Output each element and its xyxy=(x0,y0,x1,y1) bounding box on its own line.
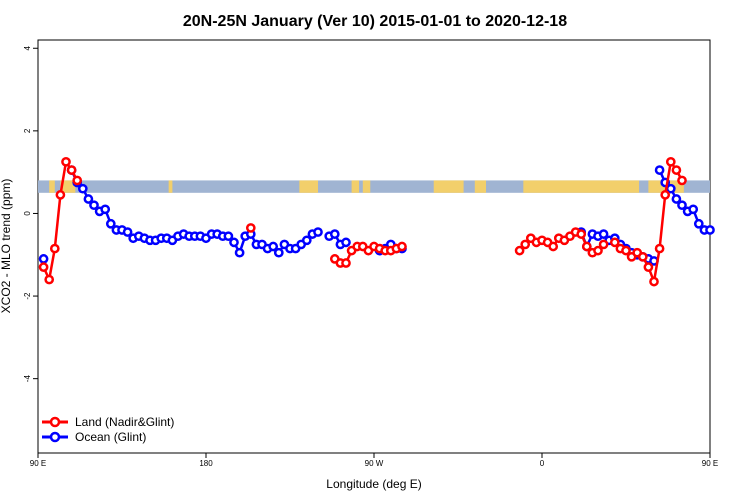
data-point xyxy=(89,200,99,211)
land-patch-5 xyxy=(362,180,371,193)
land-patch-7 xyxy=(474,180,486,193)
data-point xyxy=(665,156,676,167)
x-axis-ticks: 90 E 180 90 W 0 90 E xyxy=(30,453,718,468)
data-point xyxy=(688,204,699,215)
data-point xyxy=(514,245,525,256)
land-patch-8 xyxy=(523,180,640,193)
data-point xyxy=(660,190,671,200)
data-point xyxy=(268,241,279,252)
x-axis-label: Longitude (deg E) xyxy=(326,477,421,491)
data-point xyxy=(245,223,256,233)
x-tick-label: 90 E xyxy=(702,459,718,468)
legend-entry-ocean: Ocean (Glint) xyxy=(42,430,146,444)
legend: Land (Nadir&Glint) Ocean (Glint) xyxy=(42,415,174,444)
land-patch-0 xyxy=(49,180,55,193)
data-point xyxy=(83,194,94,204)
data-point xyxy=(643,262,654,272)
series-layer xyxy=(38,156,715,287)
series-land xyxy=(38,156,687,287)
land-patch-2 xyxy=(168,180,173,193)
data-point xyxy=(397,241,407,252)
data-point xyxy=(66,165,77,175)
land-patch-4 xyxy=(351,180,360,193)
data-point xyxy=(677,200,687,211)
data-point xyxy=(223,231,234,242)
data-point xyxy=(654,165,665,175)
legend-ocean-marker xyxy=(49,431,61,443)
data-point xyxy=(100,204,111,215)
x-tick-label: 90 W xyxy=(365,459,384,468)
data-point xyxy=(329,229,340,239)
data-point xyxy=(38,254,49,264)
data-point xyxy=(593,245,603,256)
y-axis-label: XCO2 - MLO trend (ppm) xyxy=(0,179,13,314)
legend-entry-land: Land (Nadir&Glint) xyxy=(42,415,174,429)
data-point xyxy=(55,190,66,200)
data-point xyxy=(621,245,631,256)
data-point xyxy=(38,262,49,272)
data-point xyxy=(229,237,239,248)
y-tick-label: 2 xyxy=(23,128,32,133)
data-point xyxy=(44,274,55,285)
land-patch-3 xyxy=(299,180,318,193)
data-point xyxy=(637,251,648,262)
data-point xyxy=(49,243,60,254)
x-tick-label: 90 E xyxy=(30,459,46,468)
land-mask-band xyxy=(38,180,710,193)
data-point xyxy=(649,276,659,287)
data-point xyxy=(72,175,83,186)
y-tick-label: -4 xyxy=(23,375,32,383)
data-point xyxy=(341,237,351,248)
data-point xyxy=(677,175,687,186)
y-tick-label: -2 xyxy=(23,292,32,300)
land-patch-6 xyxy=(433,180,464,193)
data-point xyxy=(122,227,133,237)
data-point xyxy=(671,194,682,204)
series-ocean xyxy=(38,165,715,266)
data-point xyxy=(234,247,245,258)
x-tick-label: 0 xyxy=(540,459,545,468)
data-point xyxy=(654,243,665,254)
data-point xyxy=(576,229,587,239)
data-point xyxy=(77,183,88,194)
data-point xyxy=(609,237,620,248)
data-point xyxy=(671,165,682,175)
data-point xyxy=(273,247,284,258)
chart-title: 20N-25N January (Ver 10) 2015-01-01 to 2… xyxy=(183,13,567,30)
data-point xyxy=(548,241,559,252)
data-point xyxy=(598,239,609,250)
y-tick-label: 0 xyxy=(23,211,32,216)
legend-land-label: Land (Nadir&Glint) xyxy=(75,415,174,429)
y-axis-ticks: 4 2 0 -2 -4 xyxy=(23,45,38,382)
legend-ocean-label: Ocean (Glint) xyxy=(75,430,146,444)
data-point xyxy=(105,218,116,229)
legend-land-marker xyxy=(49,416,61,428)
data-point xyxy=(693,218,704,229)
land-patch-1 xyxy=(60,180,76,193)
data-point xyxy=(313,227,323,237)
data-point xyxy=(341,258,351,268)
series-line xyxy=(42,158,79,284)
x-tick-label: 180 xyxy=(199,459,213,468)
data-point xyxy=(598,229,609,239)
data-point xyxy=(520,239,531,250)
data-point xyxy=(705,225,715,235)
data-point xyxy=(301,235,312,246)
y-tick-label: 4 xyxy=(23,45,32,50)
data-point xyxy=(61,156,71,167)
data-point xyxy=(581,241,592,252)
